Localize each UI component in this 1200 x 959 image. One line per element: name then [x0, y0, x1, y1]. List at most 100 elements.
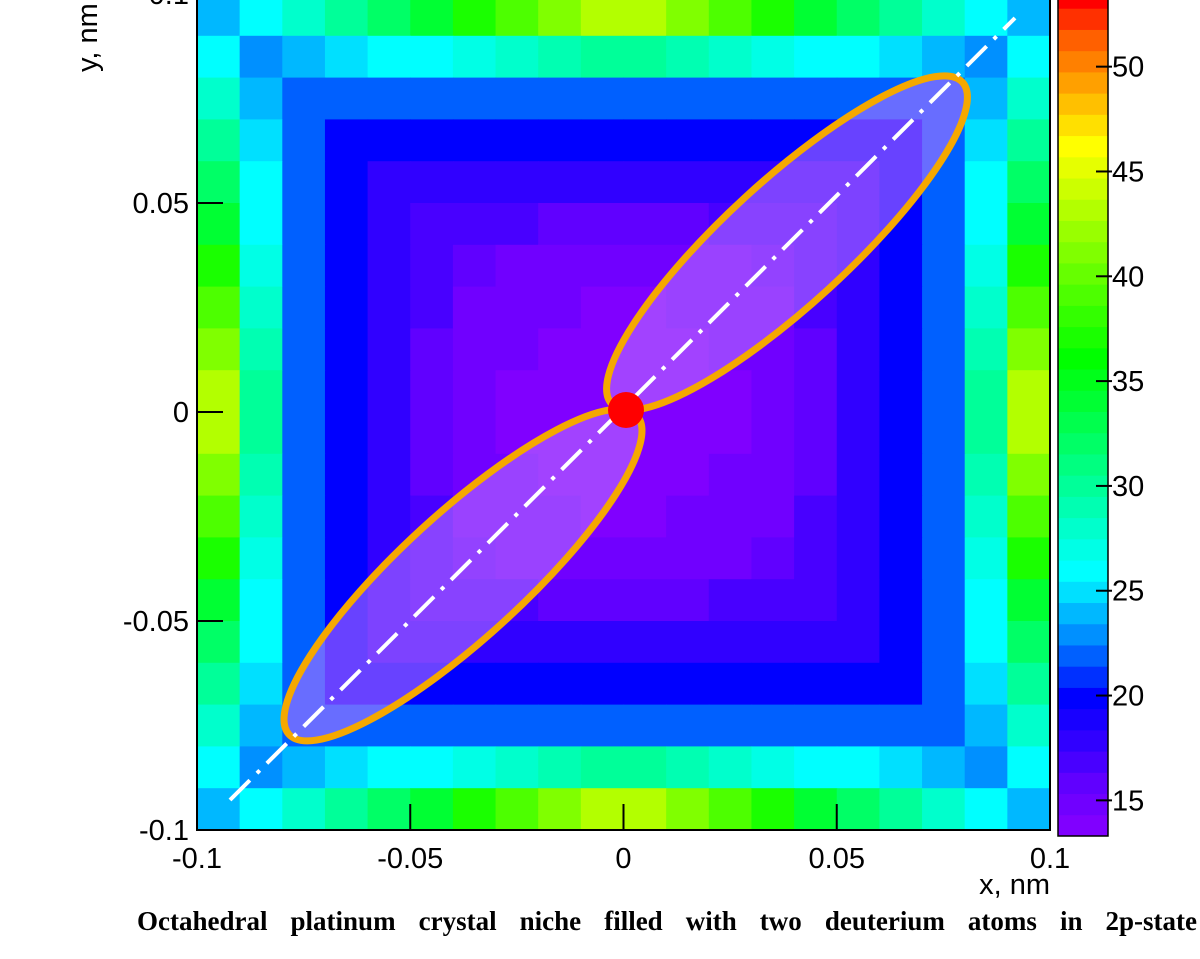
heatmap-cell [1007, 244, 1050, 288]
heatmap-cell [964, 203, 1008, 246]
heatmap-cell [794, 704, 838, 747]
colorbar-tick-label: 20 [1112, 681, 1144, 713]
colorbar-swatch [1058, 517, 1108, 540]
heatmap-cell [836, 746, 880, 789]
heatmap-cell [794, 579, 838, 622]
heatmap-cell [410, 35, 454, 79]
heatmap-cell [922, 495, 966, 538]
colorbar-swatch [1058, 581, 1108, 604]
heatmap-cell [922, 746, 966, 789]
heatmap-cell [410, 788, 454, 830]
heatmap-cell [708, 0, 753, 37]
heatmap-cell [367, 203, 411, 246]
heatmap-cell [836, 621, 880, 664]
heatmap-cell [452, 244, 497, 288]
heatmap-cell [794, 328, 838, 371]
heatmap-cell [623, 244, 667, 288]
heatmap-cell [879, 0, 923, 37]
heatmap-cell [367, 370, 411, 413]
heatmap-cell [367, 0, 411, 37]
heatmap-cell [239, 579, 283, 622]
colorbar-swatch [1058, 71, 1108, 94]
heatmap-cell [239, 328, 283, 371]
heatmap-cell [922, 0, 966, 37]
heatmap-cell [879, 495, 923, 538]
heatmap-cell [282, 203, 326, 246]
heatmap-cell [1007, 579, 1050, 622]
heatmap-cell [410, 77, 454, 120]
heatmap-cell [794, 621, 838, 664]
x-tick-label: -0.05 [377, 843, 443, 875]
heatmap-cell [964, 662, 1008, 706]
heatmap-cell [922, 579, 966, 622]
heatmap-cell [495, 161, 539, 204]
heatmap-cell [197, 244, 241, 288]
heatmap-cell [495, 746, 539, 789]
heatmap-cell [197, 579, 241, 622]
heatmap-cell [836, 35, 880, 79]
heatmap-cell [751, 370, 795, 413]
heatmap-cell [538, 244, 582, 288]
heatmap-cell [197, 328, 241, 371]
heatmap-cell [452, 328, 497, 371]
heatmap-cell [623, 579, 667, 622]
heatmap-cell [410, 286, 454, 329]
heatmap-cell [197, 537, 241, 580]
heatmap-cell [623, 119, 667, 162]
colorbar-swatch [1058, 751, 1108, 773]
x-axis-label: x, nm [979, 869, 1050, 900]
heatmap-cell [197, 746, 241, 789]
heatmap-cell [879, 788, 923, 830]
heatmap-cell [708, 579, 753, 622]
heatmap-cell [751, 579, 795, 622]
heatmap-cell [708, 746, 753, 789]
heatmap-cell [239, 244, 283, 288]
heatmap-cell [239, 286, 283, 329]
heatmap-cell [751, 537, 795, 580]
heatmap-cell [282, 788, 326, 830]
heatmap-cell [922, 35, 966, 79]
heatmap-cell [666, 453, 710, 497]
heatmap-cell [239, 662, 283, 706]
heatmap-cell [751, 746, 795, 789]
heatmap-cell [879, 412, 923, 455]
heatmap-cell [495, 704, 539, 747]
heatmap-cell [879, 704, 923, 747]
heatmap-cell [1007, 537, 1050, 580]
heatmap-cell [239, 788, 283, 830]
heatmap-cell [666, 537, 710, 580]
colorbar-swatch [1058, 687, 1108, 710]
heatmap-cell [538, 119, 582, 162]
colorbar-swatch [1058, 432, 1108, 455]
heatmap-cell [495, 286, 539, 329]
colorbar-swatch [1058, 644, 1108, 667]
caption: Octahedral platinum crystal niche filled… [137, 906, 1197, 936]
heatmap-cell [324, 119, 369, 162]
colorbar-swatch [1058, 326, 1108, 349]
heatmap-cell [794, 537, 838, 580]
colorbar-swatch [1058, 793, 1108, 816]
heatmap-cell [922, 328, 966, 371]
colorbar-swatch [1058, 178, 1108, 200]
heatmap-cell [836, 788, 880, 830]
heatmap-cell [324, 746, 369, 789]
heatmap-cell [666, 35, 710, 79]
heatmap-cell [794, 453, 838, 497]
heatmap-cell [324, 244, 369, 288]
heatmap-cell [964, 704, 1008, 747]
heatmap-cell [964, 537, 1008, 580]
heatmap-cell [239, 0, 283, 37]
colorbar-tick-label: 25 [1112, 576, 1144, 608]
heatmap-cell [239, 161, 283, 204]
heatmap-cell [538, 621, 582, 664]
heatmap-cell [879, 453, 923, 497]
colorbar-swatch [1058, 305, 1108, 328]
heatmap-cell [922, 621, 966, 664]
heatmap-cell [580, 77, 625, 120]
heatmap-cell [495, 119, 539, 162]
heatmap-cell [1007, 161, 1050, 204]
colorbar-swatch [1058, 347, 1108, 370]
heatmap-cell [367, 161, 411, 204]
x-tick-label: 0.05 [809, 843, 865, 875]
